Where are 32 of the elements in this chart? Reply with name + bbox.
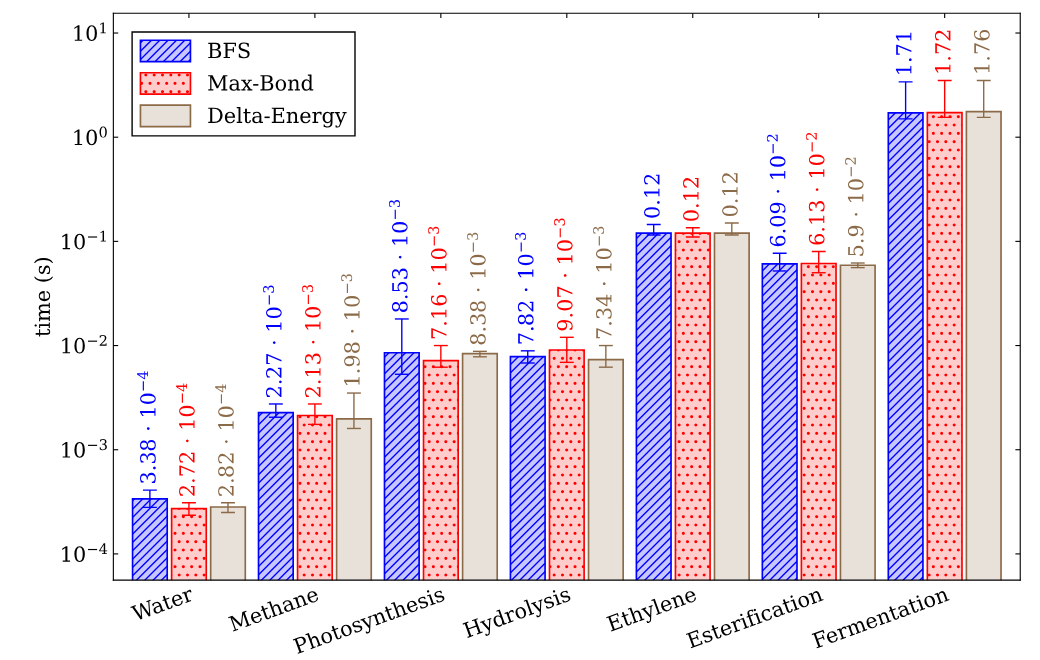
y-tick-label: 10$^{−2}$ <box>62 334 107 354</box>
data-label: 7.82 · 10$^{−3}$ <box>514 232 534 344</box>
y-tick-label: 10$^{0}$ <box>74 126 107 146</box>
data-label: 6.09 · 10$^{−2}$ <box>766 134 786 247</box>
x-tick-label: Water <box>130 585 195 622</box>
data-label: 2.13 · 10$^{−3}$ <box>302 285 321 397</box>
data-label: 3.38 · 10$^{−4}$ <box>137 371 156 483</box>
data-label: 2.82 · 10$^{−4}$ <box>215 384 234 496</box>
data-label: 8.53 · 10$^{−3}$ <box>389 200 408 313</box>
data-label: 1.72 <box>934 30 951 73</box>
data-label: 2.72 · 10$^{−4}$ <box>176 383 195 496</box>
data-label: 7.34 · 10$^{−3}$ <box>593 226 612 339</box>
data-label: 0.12 <box>683 177 699 221</box>
data-label: 6.13 · 10$^{−2}$ <box>805 132 825 245</box>
data-label: 1.76 <box>974 29 990 73</box>
y-tick-label: 10$^{−3}$ <box>62 439 107 458</box>
y-tick-label: 10$^{−4}$ <box>62 543 108 562</box>
legend-label: Delta-Energy <box>208 107 347 128</box>
data-label: 2.27 · 10$^{−3}$ <box>263 285 282 397</box>
legend-label: BFS <box>208 42 250 59</box>
data-label: 9.07 · 10$^{−3}$ <box>554 218 573 331</box>
y-tick-label: 10$^{−1}$ <box>62 230 106 250</box>
data-label: 0.12 <box>722 173 738 217</box>
data-label: 0.12 <box>644 174 660 218</box>
data-label: 8.38 · 10$^{−3}$ <box>467 232 486 345</box>
legend-label: Max-Bond <box>208 74 314 91</box>
data-label: 1.98 · 10$^{−3}$ <box>341 274 360 385</box>
y-tick-label: 10$^{1}$ <box>74 22 106 42</box>
data-label: 5.9 · 10$^{−2}$ <box>844 157 864 256</box>
data-label: 7.16 · 10$^{−3}$ <box>428 226 447 339</box>
y-axis-title: time (s) <box>34 257 54 337</box>
data-label: 1.71 <box>895 32 912 74</box>
